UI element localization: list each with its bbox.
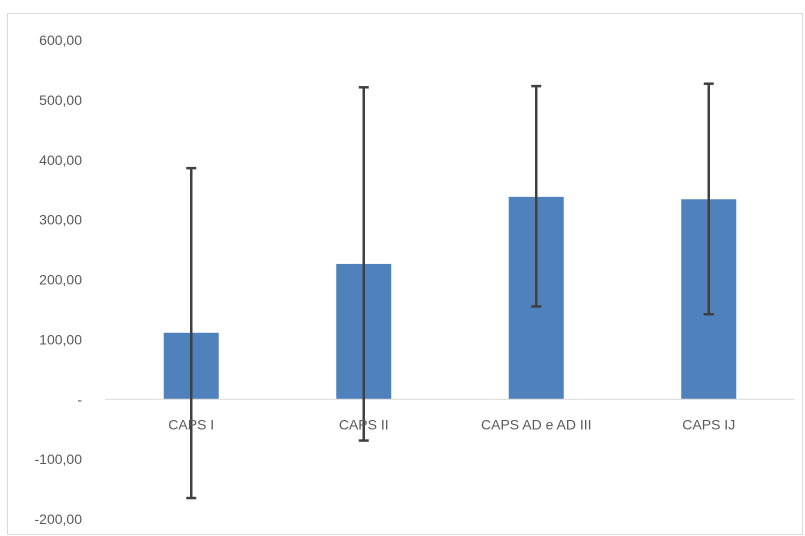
y-tick-label: 200,00	[39, 272, 82, 288]
x-category-label: CAPS I	[168, 416, 214, 432]
chart-frame	[7, 13, 803, 535]
y-tick-label: -200,00	[35, 511, 83, 527]
y-tick-label: 600,00	[39, 32, 82, 48]
x-category-label: CAPS II	[339, 416, 389, 432]
y-tick-label: -	[77, 391, 82, 407]
y-tick-label: 400,00	[39, 152, 82, 168]
bars	[163, 196, 737, 400]
error-bars	[186, 82, 714, 500]
x-axis-labels: CAPS I CAPS II CAPS AD e AD III CAPS IJ	[168, 416, 735, 432]
y-axis-labels: 600,00 500,00 400,00 300,00 200,00 100,00 - -10…	[35, 32, 83, 527]
y-tick-label: 100,00	[39, 331, 82, 347]
x-category-label: CAPS IJ	[682, 416, 735, 432]
y-tick-label: 300,00	[39, 212, 82, 228]
y-tick-label: -100,00	[35, 451, 83, 467]
x-category-label: CAPS AD e AD III	[481, 416, 592, 432]
y-tick-label: 500,00	[39, 92, 82, 108]
